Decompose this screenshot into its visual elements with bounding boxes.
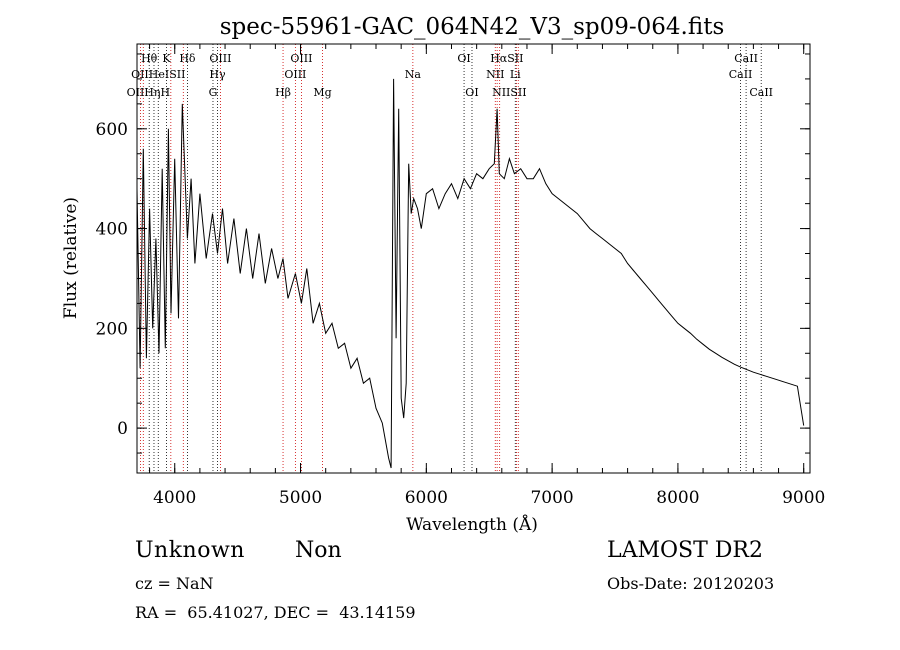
observation-date: Obs-Date: 20120203 <box>607 574 775 593</box>
redshift-cz: cz = NaN <box>135 574 214 593</box>
line-label: CaII <box>734 52 758 65</box>
y-axis-ticks: 0 200 400 600 <box>96 53 810 454</box>
line-label: OI <box>465 86 478 99</box>
spectral-line-markers <box>139 44 762 473</box>
x-axis-label: Wavelength (Å) <box>406 514 538 535</box>
x-tick-label: 9000 <box>782 488 825 508</box>
x-tick-label: 7000 <box>530 488 573 508</box>
line-label: OIII <box>284 68 306 81</box>
plot-frame <box>136 43 811 474</box>
line-label: OIII <box>290 52 312 65</box>
line-label: Li <box>510 68 521 81</box>
line-label: OIIHeISII <box>131 68 185 81</box>
chart-title: spec-55961-GAC_064N42_V3_sp09-064.fits <box>220 14 725 40</box>
line-label: NIISII <box>492 86 527 99</box>
y-axis-label: Flux (relative) <box>61 197 81 319</box>
line-label: Hθ <box>141 52 158 65</box>
line-label: CaII <box>729 68 753 81</box>
y-tick-label: 0 <box>117 419 128 439</box>
line-label: OIII <box>209 52 231 65</box>
x-axis-ticks: 4000 5000 6000 7000 8000 9000 <box>149 44 825 508</box>
line-label: HαSII <box>490 52 523 65</box>
x-tick-label: 4000 <box>153 488 196 508</box>
object-class: Unknown <box>135 538 245 563</box>
line-label: Hβ <box>275 86 291 99</box>
line-label: K <box>162 52 171 65</box>
line-label: G <box>209 86 218 99</box>
object-subclass: Non <box>295 538 342 563</box>
x-tick-label: 6000 <box>405 488 448 508</box>
y-tick-label: 400 <box>96 220 128 240</box>
line-label: OIIHηH <box>127 86 170 99</box>
line-label: Na <box>405 68 422 81</box>
ra-dec-coordinates: RA = 65.41027, DEC = 43.14159 <box>135 603 416 622</box>
spectral-line-labels: Hθ K Hδ OIII OIII OI HαSII CaII OIIHeISII Hγ OIII N… <box>127 52 773 99</box>
line-label: Hδ <box>179 52 196 65</box>
x-tick-label: 5000 <box>279 488 322 508</box>
x-tick-label: 8000 <box>656 488 699 508</box>
y-tick-label: 600 <box>96 120 128 140</box>
line-label: OI <box>457 52 470 65</box>
line-label: CaII <box>749 86 773 99</box>
survey-name: LAMOST DR2 <box>607 538 763 563</box>
line-label: Mg <box>313 86 331 99</box>
spectrum-line <box>136 78 805 469</box>
line-label: Hγ <box>209 68 226 81</box>
line-label: NII <box>486 68 504 81</box>
y-tick-label: 200 <box>96 319 128 339</box>
